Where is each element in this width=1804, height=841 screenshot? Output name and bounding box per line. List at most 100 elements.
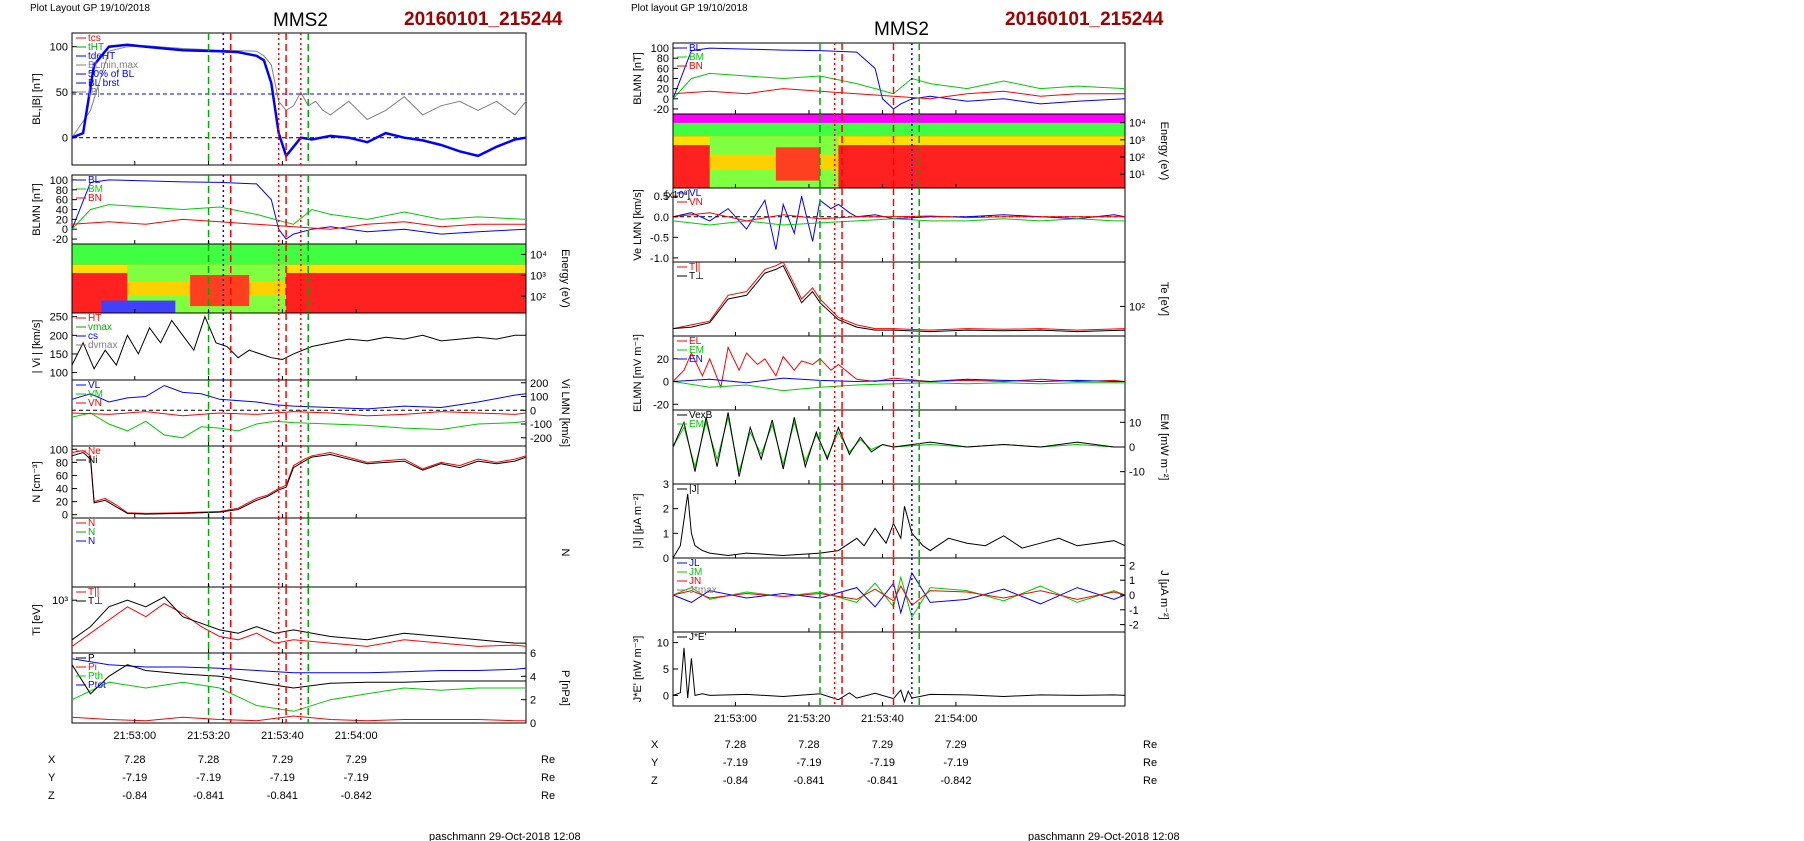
y-tick-label: 2	[530, 695, 536, 707]
legend-label: T⊥	[88, 596, 103, 607]
series-line	[71, 315, 526, 370]
spectrogram-hot-patch	[775, 147, 820, 181]
ephemeris-value: -7.19	[196, 772, 221, 784]
legend-label: N	[88, 536, 95, 547]
series-line	[71, 450, 527, 514]
ephemeris-label: X	[651, 739, 659, 751]
panel-frame	[71, 174, 527, 245]
series-line	[71, 218, 526, 230]
ephemeris-value: -0.842	[940, 775, 971, 787]
y-axis-label: BL,|B| [nT]	[31, 73, 43, 125]
y-axis-label: EM [mW m⁻²]	[1158, 414, 1170, 481]
legend-label: dvmax	[88, 340, 117, 351]
legend-label: BL	[689, 43, 702, 54]
ephemeris-value: 7.28	[798, 739, 819, 751]
y-tick-label: 4	[530, 671, 536, 683]
x-tick-label: 21:53:20	[187, 730, 230, 742]
panel-1: 0 50 100 BL,|B| [nT] tcstHTtdeHTBLmin,max50%…	[31, 32, 527, 166]
y-tick-label: -200	[530, 433, 552, 445]
y-tick-label: 10²	[1129, 152, 1145, 164]
legend-label: 50% of BL	[88, 69, 135, 80]
y-tick-label: 2	[663, 504, 669, 516]
ephemeris-value: -7.19	[723, 757, 748, 769]
series-line	[71, 596, 526, 644]
legend: T||T⊥	[76, 587, 103, 607]
legend-label: VM	[88, 389, 103, 400]
y-tick-label: 0	[663, 94, 669, 106]
x-tick-label: 21:53:20	[788, 713, 831, 725]
y-tick-label: 10	[1129, 417, 1141, 429]
panel-frame	[71, 32, 527, 166]
y-axis-label: |J| [μA m⁻²]	[632, 493, 644, 548]
y-tick-label: 250	[50, 312, 68, 324]
legend: NNN	[76, 518, 95, 547]
ephemeris-left: X 7.28 7.28 7.29 7.29 Re Y -7.19 -7.19 -7.19 -7.19…	[48, 754, 555, 802]
y-tick-label: 60	[56, 195, 68, 207]
y-axis-label: Te [eV]	[1158, 282, 1170, 316]
y-axis-label: P [nPa]	[559, 670, 571, 706]
y-tick-label: 150	[50, 349, 68, 361]
y-axis-label: ELMN [mV m⁻¹]	[632, 334, 644, 412]
series-line	[672, 265, 1126, 333]
y-axis-label: Energy (eV)	[1158, 122, 1170, 181]
y-tick-label: -10	[1129, 467, 1145, 479]
spectrogram-band-yellow	[72, 264, 526, 273]
legend-label: EL	[689, 336, 702, 347]
legend-label: VN	[88, 398, 102, 409]
ephemeris-label: X	[48, 754, 56, 766]
y-axis-label: J*E' [nW m⁻³]	[632, 636, 644, 703]
y-tick-label: 0	[62, 510, 68, 522]
y-tick-label: 0	[663, 690, 669, 702]
y-tick-label: 20	[56, 214, 68, 226]
series-line	[71, 681, 526, 712]
spectrogram	[673, 114, 1125, 188]
spectrogram-band-yellow	[673, 136, 1125, 146]
legend-label: |J|	[689, 484, 699, 495]
legend-label: JN	[689, 576, 701, 587]
x-tick-label: 21:53:40	[861, 713, 904, 725]
ephemeris-value: -0.841	[867, 775, 898, 787]
legend-label: BL	[88, 175, 101, 186]
y-axis-label: Ve LMN [km/s]	[632, 189, 644, 261]
y-tick-label: 100	[50, 368, 68, 380]
ephemeris-value: -7.19	[122, 772, 147, 784]
legend-label: JL	[689, 558, 700, 569]
series-line	[672, 575, 1126, 619]
series-line	[71, 658, 527, 674]
y-tick-label: 0	[530, 718, 536, 730]
ephemeris-label: Z	[48, 790, 55, 802]
y-tick-label: 20	[657, 84, 669, 96]
y-tick-label: 1	[663, 528, 669, 540]
legend-label: Pi	[88, 662, 97, 673]
panel-frame	[71, 517, 527, 588]
series-line	[71, 411, 527, 417]
series-line	[71, 45, 527, 138]
series-line	[71, 179, 527, 240]
y-tick-label: 10⁴	[530, 249, 547, 261]
y-tick-label: 2	[1129, 560, 1135, 572]
y-tick-label: 100	[50, 42, 68, 54]
y-tick-label: 20	[56, 497, 68, 509]
y-exponent-label: [x10³]	[665, 190, 690, 201]
left-chart: 0 50 100 BL,|B| [nT] tcstHTtdeHTBLmin,max50%…	[31, 32, 571, 742]
y-axis-label: BLMN [nT]	[31, 183, 43, 236]
ephemeris-label: Z	[651, 775, 658, 787]
panel-frame	[672, 335, 1126, 411]
y-tick-label: 20	[657, 354, 669, 366]
legend-label: P	[88, 653, 95, 664]
series-line	[672, 345, 1126, 390]
ephemeris-value: -0.841	[793, 775, 824, 787]
y-tick-label: 100	[530, 392, 548, 404]
legend: T||T⊥	[677, 262, 704, 282]
ephemeris-value: 7.28	[124, 754, 145, 766]
